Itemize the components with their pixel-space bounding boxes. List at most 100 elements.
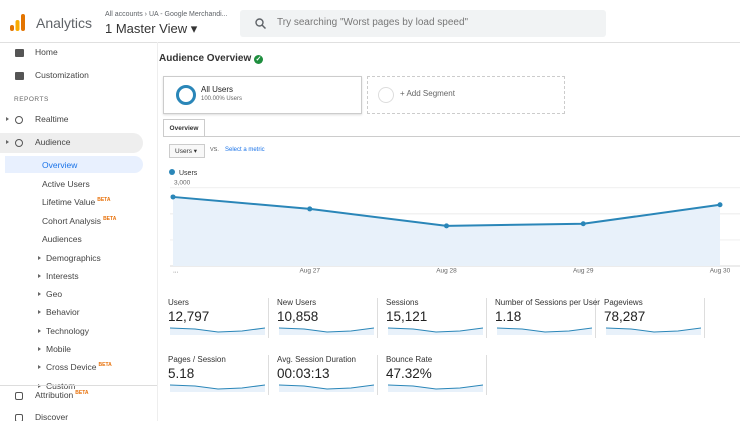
view-picker[interactable]: 1 Master View ▾ bbox=[105, 21, 198, 36]
select-metric-link[interactable]: Select a metric bbox=[225, 147, 265, 153]
add-segment-label: + Add Segment bbox=[400, 89, 455, 98]
spark-line bbox=[606, 327, 701, 333]
nav-item[interactable]: Home bbox=[35, 47, 58, 57]
nav-item[interactable]: Attribution BETA bbox=[35, 390, 89, 400]
metric-name: Pages / Session bbox=[168, 355, 226, 364]
area bbox=[173, 196, 720, 266]
metric-card[interactable]: Number of Sessions per User 1.18 bbox=[495, 298, 600, 338]
sparkline bbox=[279, 384, 374, 392]
sparkline bbox=[388, 384, 483, 392]
spark-line bbox=[279, 327, 374, 333]
expand-arrow bbox=[38, 365, 41, 370]
nav-item[interactable]: Geo bbox=[46, 289, 62, 299]
verified-icon: ✓ bbox=[254, 55, 264, 64]
nav-item[interactable]: Lifetime Value BETA bbox=[42, 197, 110, 207]
nav-item[interactable]: Audience bbox=[35, 137, 70, 147]
metric-value: 15,121 bbox=[386, 309, 428, 324]
sparkline bbox=[170, 384, 265, 392]
metric-card[interactable]: Bounce Rate 47.32% bbox=[386, 355, 487, 395]
spark-area bbox=[606, 328, 701, 335]
nav-item[interactable]: Discover bbox=[35, 412, 68, 421]
beta-badge: BETA bbox=[75, 390, 89, 397]
sparkline bbox=[170, 327, 265, 335]
x-tick-label: Aug 28 bbox=[436, 268, 457, 275]
nav-active-group bbox=[0, 133, 143, 153]
nav-label: Active Users bbox=[42, 178, 90, 189]
metric-card[interactable]: Pageviews 78,287 bbox=[604, 298, 705, 338]
sparkline bbox=[606, 327, 701, 335]
spark-area bbox=[170, 328, 265, 335]
nav-label: Interests bbox=[46, 270, 79, 281]
metric-card[interactable]: Users 12,797 bbox=[168, 298, 269, 338]
nav-label: Discover bbox=[35, 412, 69, 421]
point bbox=[170, 194, 176, 200]
metric-name: Pageviews bbox=[604, 298, 643, 307]
nav-item[interactable]: Cohort Analysis BETA bbox=[42, 216, 116, 226]
metric-card[interactable]: Sessions 15,121 bbox=[386, 298, 487, 338]
metric-select[interactable]: Users ▾ bbox=[169, 144, 205, 158]
add-segment[interactable]: + Add Segment bbox=[367, 76, 565, 114]
metric-select-text: Users bbox=[175, 148, 192, 155]
nav-item[interactable]: Demographics bbox=[46, 253, 101, 263]
nav-label: Behavior bbox=[46, 307, 80, 318]
sparkline bbox=[497, 327, 592, 335]
metric-value: 10,858 bbox=[277, 309, 319, 324]
segment-ring bbox=[176, 85, 196, 105]
metric-name: Number of Sessions per User bbox=[495, 298, 600, 307]
beta-badge: BETA bbox=[97, 197, 111, 204]
nav-label: Attribution bbox=[35, 390, 74, 400]
nav-item[interactable]: Mobile bbox=[46, 344, 71, 354]
metric-value: 1.18 bbox=[495, 309, 522, 324]
metric-card[interactable]: Avg. Session Duration 00:03:13 bbox=[277, 355, 378, 395]
expand-arrow bbox=[38, 310, 41, 315]
x-tick-label: Aug 27 bbox=[299, 268, 320, 275]
metric-value: 00:03:13 bbox=[277, 366, 330, 381]
nav-label: Cohort Analysis bbox=[42, 215, 102, 226]
metric-value: 12,797 bbox=[168, 309, 210, 324]
nav-item[interactable]: Audiences bbox=[42, 234, 82, 244]
nav-label: Demographics bbox=[46, 252, 101, 263]
sidebar bbox=[0, 42, 158, 421]
nav-item[interactable]: Realtime bbox=[35, 114, 69, 124]
spark-area bbox=[388, 385, 483, 392]
point bbox=[307, 206, 313, 212]
spark-area bbox=[388, 328, 483, 335]
nav-item[interactable]: Overview bbox=[42, 160, 77, 170]
nav-icon bbox=[15, 392, 23, 400]
nav-icon bbox=[15, 414, 23, 421]
nav-item[interactable]: Cross Device BETA bbox=[46, 362, 112, 372]
expand-arrow bbox=[38, 273, 41, 278]
nav-item[interactable]: Interests bbox=[46, 271, 79, 281]
nav-icon bbox=[15, 72, 24, 80]
point bbox=[580, 221, 586, 227]
spark-line bbox=[170, 384, 265, 390]
tab[interactable]: Overview bbox=[163, 119, 205, 137]
nav-item[interactable]: Technology bbox=[46, 326, 89, 336]
spark-area bbox=[170, 385, 265, 392]
nav-icon bbox=[15, 139, 23, 147]
spark-line bbox=[388, 384, 483, 390]
nav-label: Audiences bbox=[42, 234, 82, 244]
point bbox=[444, 223, 449, 229]
metric-card[interactable]: New Users 10,858 bbox=[277, 298, 378, 338]
section-label: REPORTS bbox=[14, 96, 49, 103]
spark-line bbox=[388, 327, 483, 333]
page-title: Audience Overview ✓ bbox=[159, 53, 264, 64]
breadcrumb[interactable]: All accounts › UA - Google Merchandi... bbox=[105, 11, 228, 18]
metric-value: 5.18 bbox=[168, 366, 195, 381]
sidebar-divider bbox=[0, 385, 157, 386]
nav-item[interactable]: Behavior bbox=[46, 307, 80, 317]
search-box[interactable]: Try searching "Worst pages by load speed… bbox=[240, 10, 606, 37]
title-text: Audience Overview bbox=[159, 53, 252, 64]
point bbox=[717, 202, 723, 208]
nav-item[interactable]: Customization bbox=[35, 70, 89, 80]
metric-card[interactable]: Pages / Session 5.18 bbox=[168, 355, 269, 395]
spark-area bbox=[279, 328, 374, 335]
nav-item[interactable]: Active Users bbox=[42, 179, 90, 189]
segment-card[interactable]: All Users 100.00% Users bbox=[163, 76, 362, 114]
legend-swatch bbox=[169, 169, 175, 175]
nav-selected bbox=[5, 156, 143, 173]
view-name: 1 Master View bbox=[105, 21, 188, 36]
